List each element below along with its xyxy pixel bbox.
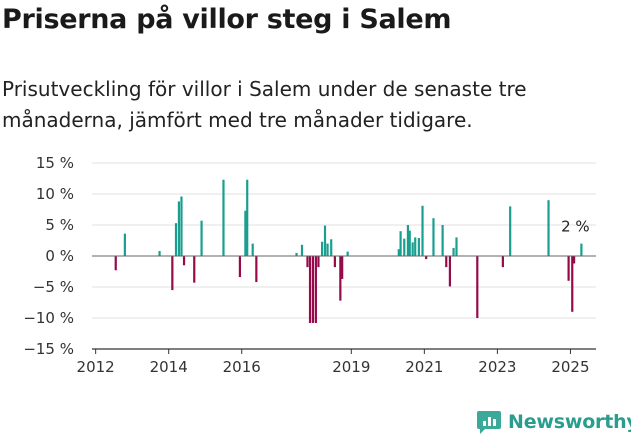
newsworthy-logo: Newsworthy <box>476 408 631 436</box>
bar <box>333 256 336 268</box>
bar <box>295 252 298 256</box>
bar <box>403 238 406 256</box>
y-tick-label: 10 % <box>36 185 74 203</box>
bar <box>567 256 570 281</box>
bar <box>421 205 424 256</box>
y-tick-label: 15 % <box>36 154 74 172</box>
bar <box>255 256 258 283</box>
bar <box>317 256 320 268</box>
bar <box>399 231 402 256</box>
chart-subtitle: Prisutveckling för villor i Salem under … <box>2 77 527 132</box>
x-tick-label: 2014 <box>150 358 188 376</box>
bar <box>408 230 411 256</box>
bar <box>417 238 420 256</box>
bar <box>432 218 435 256</box>
bar <box>580 243 583 256</box>
x-tick-label: 2025 <box>551 358 589 376</box>
bar <box>320 241 324 256</box>
bar <box>238 256 242 278</box>
bar <box>300 244 304 256</box>
bar <box>414 237 417 256</box>
bar <box>341 256 344 279</box>
bar <box>174 223 178 256</box>
bar <box>311 256 315 323</box>
x-tick-label: 2016 <box>223 358 261 376</box>
bar <box>308 256 312 323</box>
bar <box>193 256 196 283</box>
bar <box>222 179 225 256</box>
bar <box>448 256 452 287</box>
brand-name: Newsworthy <box>508 411 631 433</box>
bar <box>246 179 249 256</box>
y-tick-label: 5 % <box>45 216 74 234</box>
bar <box>306 256 309 268</box>
chart-title: Priserna på villor steg i Salem <box>2 4 452 35</box>
bar <box>182 256 186 266</box>
bar <box>200 220 203 256</box>
axes: 15 % 10 % 5 % 0 % −5 % −10 % −15 %2012 2014 2016… <box>23 154 596 376</box>
bar <box>314 256 317 323</box>
bar <box>452 247 455 256</box>
bar <box>123 233 126 256</box>
x-tick-label: 2012 <box>77 358 115 376</box>
bar <box>114 256 117 271</box>
bar <box>501 256 504 268</box>
bar <box>571 256 574 312</box>
bar <box>509 206 512 256</box>
latest-value-annotation: 2 % <box>561 218 590 236</box>
bar <box>244 210 247 256</box>
x-tick-label: 2021 <box>405 358 443 376</box>
bar <box>330 239 333 256</box>
bar <box>323 225 327 256</box>
y-tick-label: 0 % <box>45 247 74 265</box>
bar <box>339 256 342 301</box>
bar <box>476 256 479 318</box>
bar <box>425 256 428 260</box>
y-tick-label: −10 % <box>23 309 74 327</box>
x-tick-label: 2019 <box>332 358 370 376</box>
bars <box>114 179 583 323</box>
bar <box>251 243 254 256</box>
bar <box>180 196 183 256</box>
newsworthy-logo-icon <box>477 411 501 434</box>
bar-chart: 15 % 10 % 5 % 0 % −5 % −10 % −15 %2012 2014 2016… <box>23 154 596 376</box>
bar <box>406 225 410 256</box>
bar <box>441 225 444 256</box>
bar <box>445 256 448 268</box>
bar <box>397 249 400 256</box>
bar <box>572 256 576 264</box>
bar <box>455 237 458 256</box>
bar <box>171 256 174 291</box>
y-tick-label: −5 % <box>33 278 74 296</box>
bar <box>411 242 414 256</box>
bar <box>547 200 550 256</box>
bar <box>326 243 329 256</box>
x-tick-label: 2023 <box>478 358 516 376</box>
y-tick-label: −15 % <box>23 340 74 358</box>
bar <box>158 251 161 256</box>
bar <box>346 251 349 256</box>
bar <box>177 201 181 256</box>
